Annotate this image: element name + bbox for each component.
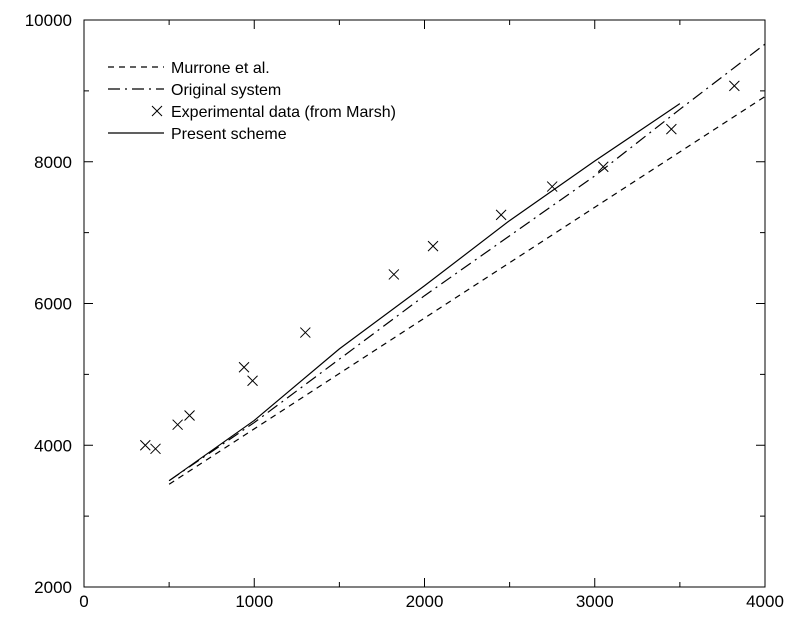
legend-label: Present scheme bbox=[171, 126, 287, 143]
series-line-dashed bbox=[168, 96, 766, 485]
y-tick-label: 8000 bbox=[34, 153, 72, 172]
series-line-solid bbox=[168, 103, 681, 482]
x-tick-label: 2000 bbox=[406, 592, 444, 611]
data-point-marker bbox=[238, 361, 250, 373]
data-point-marker bbox=[427, 240, 439, 252]
legend-marker-symbol bbox=[151, 105, 163, 117]
data-point-marker bbox=[597, 161, 609, 173]
data-point-marker bbox=[172, 419, 183, 431]
data-point-marker bbox=[247, 375, 258, 387]
series-line-dashdot bbox=[168, 43, 766, 482]
data-point-marker bbox=[184, 410, 195, 421]
tick-group: 0 1000 2000 3000 4000 2000 4000 6000 8000 10000 bbox=[25, 11, 784, 611]
x-tick-label: 1000 bbox=[235, 592, 273, 611]
data-point-marker bbox=[150, 443, 161, 455]
x-tick-label: 3000 bbox=[576, 592, 614, 611]
data-point-marker bbox=[729, 80, 740, 92]
x-tick-label: 0 bbox=[79, 592, 88, 611]
legend-label: Murrone et al. bbox=[171, 60, 270, 77]
data-point-marker bbox=[299, 327, 311, 338]
y-tick-label: 10000 bbox=[25, 11, 72, 30]
y-tick-label: 2000 bbox=[34, 578, 72, 597]
legend: Murrone et al. Original system Experimenta… bbox=[108, 60, 396, 143]
data-point-marker bbox=[495, 209, 507, 221]
experimental-markers bbox=[139, 80, 740, 455]
data-point-marker bbox=[546, 181, 558, 192]
data-point-marker bbox=[666, 123, 677, 135]
y-tick-label: 6000 bbox=[34, 295, 72, 314]
x-tick-label: 4000 bbox=[746, 592, 784, 611]
legend-label: Experimental data (from Marsh) bbox=[171, 104, 396, 121]
data-point-marker bbox=[139, 439, 151, 451]
legend-label: Original system bbox=[171, 82, 281, 99]
data-point-marker bbox=[388, 269, 400, 280]
y-tick-label: 4000 bbox=[34, 436, 72, 455]
series-layer bbox=[139, 43, 766, 485]
